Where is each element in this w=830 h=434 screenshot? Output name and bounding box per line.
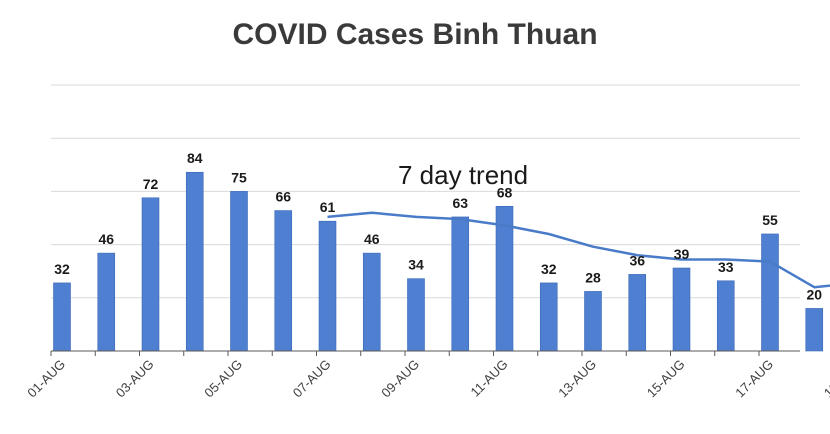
- chart-title: COVID Cases Binh Thuan: [232, 18, 598, 51]
- x-tick-label: 13-AUG: [555, 357, 599, 401]
- x-tick-label: 15-AUG: [644, 357, 688, 401]
- bar: [495, 205, 514, 352]
- data-label: 20: [806, 286, 822, 302]
- data-label: 61: [320, 199, 336, 215]
- bar: [53, 282, 71, 352]
- bar: [97, 252, 116, 352]
- data-label: 33: [718, 259, 734, 275]
- data-label: 28: [585, 269, 601, 285]
- bar: [230, 191, 248, 352]
- data-label: 32: [541, 261, 557, 277]
- data-label: 36: [629, 252, 645, 268]
- bar: [672, 267, 691, 352]
- bar: [451, 216, 470, 352]
- bar: [539, 282, 558, 352]
- data-label: 68: [497, 184, 513, 200]
- trend-annotation: 7 day trend: [398, 160, 528, 190]
- x-tick-label: 11-AUG: [467, 357, 510, 400]
- bar: [274, 210, 293, 352]
- data-label: 34: [408, 257, 424, 273]
- data-label: 32: [54, 261, 70, 277]
- x-tick-label: 19-AUG: [821, 357, 830, 401]
- bar: [407, 278, 425, 352]
- data-label: 46: [364, 231, 380, 247]
- data-label: 84: [187, 150, 203, 166]
- bar: [805, 308, 824, 352]
- x-tick-label: 07-AUG: [290, 357, 334, 401]
- x-tick-label: 03-AUG: [113, 357, 157, 401]
- data-label: 55: [762, 212, 778, 228]
- bar: [362, 252, 381, 352]
- bar: [141, 197, 160, 352]
- data-label: 75: [231, 169, 247, 185]
- x-tick-label: 05-AUG: [201, 357, 245, 401]
- data-label: 39: [674, 246, 690, 262]
- bar: [318, 220, 337, 352]
- x-tick-label: 09-AUG: [378, 357, 422, 401]
- bar: [761, 233, 779, 352]
- bar: [584, 291, 602, 352]
- data-label: 63: [452, 195, 468, 211]
- bar: [628, 274, 647, 352]
- data-label: 46: [98, 231, 114, 247]
- trend-line: [327, 211, 830, 289]
- data-label: 66: [275, 189, 291, 205]
- data-label: 72: [143, 176, 159, 192]
- bar: [716, 280, 735, 352]
- bar: [185, 171, 204, 352]
- x-tick-label: 17-AUG: [732, 357, 776, 401]
- x-tick-label: 01-AUG: [24, 357, 68, 401]
